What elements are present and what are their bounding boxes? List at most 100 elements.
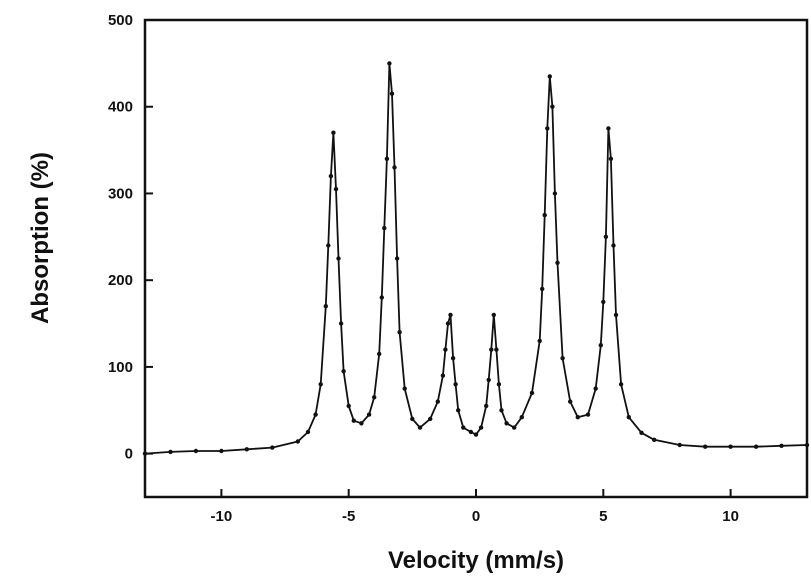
data-point [484,403,489,409]
data-point [440,373,446,378]
data-point [618,382,624,387]
x-tick-label: -10 [211,508,233,525]
data-point [328,173,334,179]
data-point [305,429,311,435]
data-point [585,412,591,417]
data-point [499,408,504,413]
data-point [728,444,733,449]
data-point [450,356,456,361]
y-axis-title: Absorption (%) [27,152,54,324]
data-point [555,260,560,265]
y-tick-label: 0 [125,446,133,463]
data-point [244,447,249,452]
x-tick-label: 10 [722,508,739,525]
data-point [397,330,402,335]
data-point [372,395,377,400]
data-point [410,416,415,422]
data-point [168,449,173,455]
data-point [603,234,609,239]
series-group [142,61,810,456]
data-point [387,61,392,66]
data-point [652,437,657,442]
data-point [478,425,484,430]
data-point [608,156,614,161]
data-point [193,448,199,454]
data-point [611,243,616,248]
y-tick-label: 500 [108,12,133,29]
data-point [486,377,491,383]
data-point [346,403,351,409]
data-point [359,421,364,426]
x-tick-label: -5 [342,508,355,525]
x-tick-label: 0 [472,508,480,525]
data-point [779,443,784,448]
data-point [448,312,453,318]
data-point [575,415,580,420]
y-tick-label: 100 [108,359,133,376]
data-point [804,442,810,448]
data-point [402,386,407,391]
data-point [552,191,558,196]
data-point [540,286,545,292]
data-point [537,338,542,344]
data-point [496,382,502,387]
data-point [392,165,397,170]
data-point [453,382,458,387]
data-point [443,347,448,352]
data-point [504,421,509,426]
data-point [550,104,555,109]
data-point [326,243,331,248]
data-point [456,408,461,413]
data-point [338,321,344,326]
data-point [593,386,598,391]
data-point [377,351,382,357]
data-point [601,299,606,305]
data-point [394,256,400,261]
data-point [331,130,336,135]
data-point [341,369,346,374]
data-point [529,390,535,396]
plot-frame [143,18,809,499]
data-point [606,126,611,131]
data-point [512,425,517,430]
data-point [428,416,433,422]
data-point [435,399,440,404]
data-point [323,304,328,309]
data-point [489,347,494,352]
data-point [351,418,356,423]
data-point [560,356,565,361]
data-point [519,415,524,420]
data-point [336,256,341,261]
data-point [318,382,323,387]
data-point [542,212,547,218]
data-point [753,444,759,449]
x-tick-label: 5 [599,508,607,525]
data-point [545,126,550,131]
data-point [613,312,619,318]
data-point [461,425,466,430]
data-point [384,156,390,161]
data-point [473,432,479,437]
data-point [270,445,275,450]
data-point [333,186,339,192]
y-tick-label: 300 [108,185,133,202]
data-point [703,444,708,449]
data-point [313,412,318,417]
y-tick-label: 200 [108,272,133,289]
x-axis-title: Velocity (mm/s) [388,547,564,574]
data-point [379,295,384,300]
data-point [639,430,644,435]
data-point [494,347,499,352]
y-tick-label: 400 [108,99,133,116]
data-point [491,312,496,318]
data-point [598,343,603,348]
data-point [547,74,552,79]
data-point [568,399,573,404]
data-point [417,425,423,430]
data-point [468,429,474,435]
data-point [389,91,395,96]
data-point [677,442,682,448]
data-point [626,415,631,420]
